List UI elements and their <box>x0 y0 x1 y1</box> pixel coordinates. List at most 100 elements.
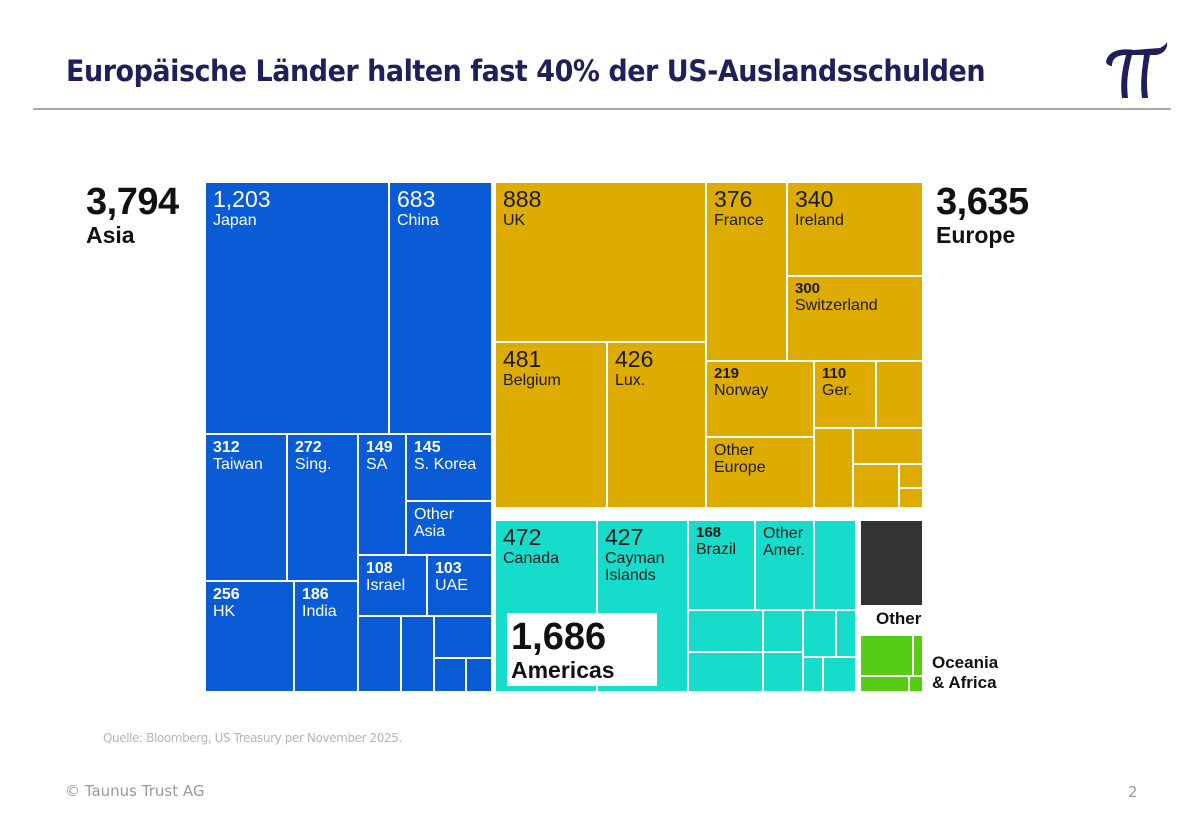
europe-tile-uk: 888 UK <box>495 182 706 342</box>
tile-name: China <box>397 211 439 229</box>
tile-value: 427 <box>605 524 644 550</box>
tile-label: 312 Taiwan <box>213 439 263 474</box>
asia-tile-14 <box>434 658 466 692</box>
tile-name: Japan <box>213 211 257 229</box>
tile-name: UAE <box>435 577 468 595</box>
tile-name: Other Amer. <box>763 525 805 560</box>
tile-value: 149 <box>366 439 393 456</box>
tile-value: 376 <box>714 186 753 212</box>
tile-value: 426 <box>615 346 654 372</box>
asia-tile-israel: 108 Israel <box>358 555 427 616</box>
tile-name: HK <box>213 603 236 621</box>
tile-label: 149 SA <box>366 439 393 474</box>
tile-value: 340 <box>795 186 834 212</box>
americas-tile-12 <box>823 657 856 692</box>
europe-tile-13 <box>899 464 923 488</box>
europe-tile-other-europe: Other Europe <box>706 437 814 508</box>
tile-value: 145 <box>414 439 441 456</box>
asia-tile-other-asia: Other Asia <box>406 501 492 555</box>
other-region-label: Other <box>876 609 922 628</box>
americas-region-name: Americas <box>511 657 615 683</box>
asia-tile-12 <box>401 616 434 692</box>
asia-tile-china: 683 China <box>389 182 492 434</box>
americas-tile-other-amer: Other Amer. <box>755 520 814 610</box>
tile-label: 481 Belgium <box>503 347 561 389</box>
asia-tile-s-korea: 145 S. Korea <box>406 434 492 501</box>
tile-label: 168 Brazil <box>696 524 737 559</box>
americas-tile-brazil: 168 Brazil <box>688 520 755 610</box>
tile-name: Cayman Islands <box>605 549 665 585</box>
asia-tile-sa: 149 SA <box>358 434 406 555</box>
tile-label: 1,203 Japan <box>213 187 271 229</box>
tile-value: 272 <box>295 439 322 456</box>
source-note: Quelle: Bloomberg, US Treasury per Novem… <box>103 731 402 745</box>
tile-label: 426 Lux. <box>615 347 653 389</box>
tile-name: Taiwan <box>213 456 263 474</box>
tile-value: 888 <box>503 186 542 212</box>
tile-name: Brazil <box>696 541 737 559</box>
asia-total-label: 3,794 Asia <box>86 183 179 247</box>
tile-value: 683 <box>397 186 436 212</box>
tile-value: 103 <box>435 560 462 577</box>
europe-tile-france: 376 France <box>706 182 787 361</box>
tile-name: Other Europe <box>714 442 766 477</box>
tile-value: 110 <box>822 365 847 382</box>
americas-tile-9 <box>803 610 836 657</box>
tile-name: UK <box>503 211 526 229</box>
oceania-africa-tile-3 <box>909 676 923 692</box>
europe-total-value: 3,635 <box>936 181 1029 223</box>
oceania-africa-tile-0 <box>860 635 913 676</box>
oceania-africa-label: Oceania & Africa <box>932 653 998 692</box>
europe-tile-12 <box>853 464 899 508</box>
tile-name: Ger. <box>822 382 853 400</box>
tile-name: Canada <box>503 549 560 567</box>
asia-tile-taiwan: 312 Taiwan <box>205 434 287 581</box>
europe-tile-ger: 110 Ger. <box>814 361 876 428</box>
asia-tile-sing: 272 Sing. <box>287 434 358 581</box>
tile-label: 145 S. Korea <box>414 439 476 474</box>
americas-tile-7 <box>763 610 803 652</box>
tile-name: India <box>302 603 337 621</box>
tile-label: Other Europe <box>714 442 766 477</box>
asia-tile-11 <box>358 616 401 692</box>
europe-total-label: 3,635 Europe <box>936 183 1029 247</box>
europe-tile-11 <box>853 428 923 464</box>
oceania-label-line1: Oceania <box>932 653 999 672</box>
europe-tile-ireland: 340 Ireland <box>787 182 923 276</box>
tile-value: 481 <box>503 346 542 372</box>
page-number: 2 <box>1128 783 1138 801</box>
tile-label: 300 Switzerland <box>795 280 878 314</box>
asia-region-name: Asia <box>86 222 135 248</box>
tile-value: 1,203 <box>213 186 271 212</box>
asia-tile-hk: 256 HK <box>205 581 294 692</box>
tile-name: Norway <box>714 382 769 400</box>
asia-tile-japan: 1,203 Japan <box>205 182 389 434</box>
americas-tile-10 <box>836 610 856 657</box>
header-divider <box>33 108 1171 110</box>
tile-label: 376 France <box>714 187 764 229</box>
europe-tile-9 <box>876 361 923 428</box>
americas-tile-4 <box>814 520 856 610</box>
europe-tile-lux: 426 Lux. <box>607 342 706 508</box>
americas-tile-6 <box>688 652 763 692</box>
copyright: © Taunus Trust AG <box>65 782 205 800</box>
americas-total-value: 1,686 <box>511 616 607 658</box>
europe-tile-norway: 219 Norway <box>706 361 814 437</box>
asia-tile-india: 186 India <box>294 581 358 692</box>
tile-name: Lux. <box>615 371 646 389</box>
tile-name: SA <box>366 456 388 474</box>
tile-value: 186 <box>302 586 329 603</box>
tile-value: 108 <box>366 560 393 577</box>
tile-name: Sing. <box>295 456 332 474</box>
oceania-label-line2: & Africa <box>932 672 997 692</box>
tile-name: Other Asia <box>414 506 455 541</box>
asia-tile-uae: 103 UAE <box>427 555 492 616</box>
tile-label: 103 UAE <box>435 560 468 595</box>
tile-name: Ireland <box>795 211 844 229</box>
tile-label: 683 China <box>397 187 439 229</box>
tile-label: 888 UK <box>503 187 541 229</box>
asia-tile-13 <box>434 616 492 658</box>
americas-total-label: 1,686 Americas <box>507 613 657 686</box>
tile-value: 256 <box>213 586 240 603</box>
